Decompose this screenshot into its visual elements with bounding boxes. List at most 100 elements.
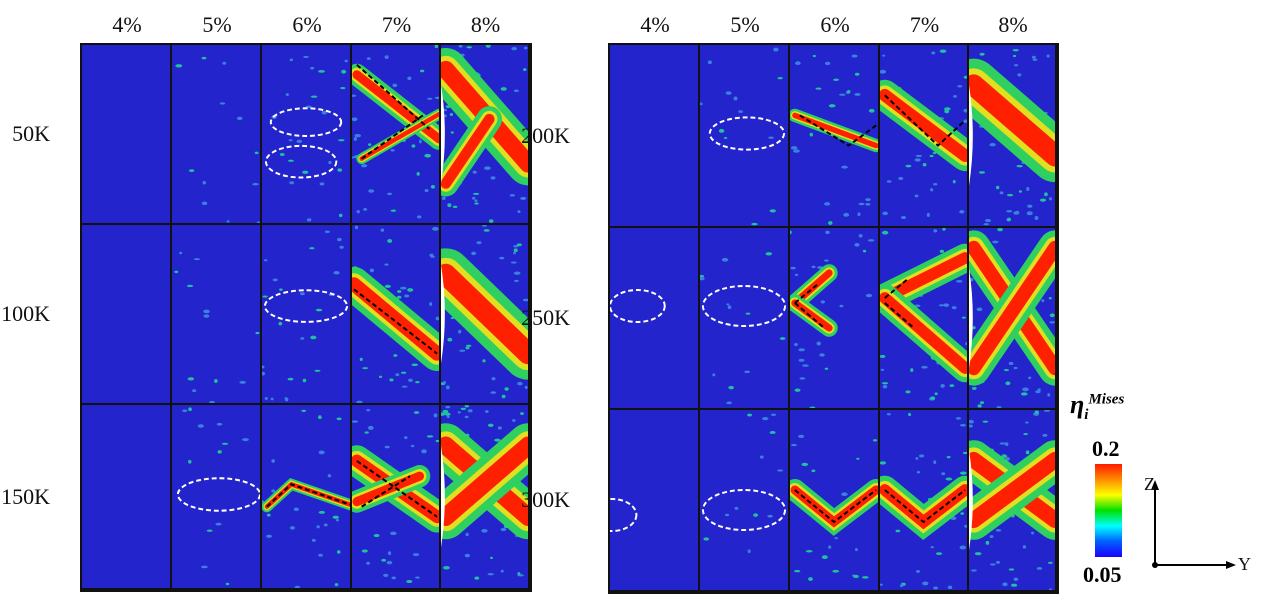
stress-speckle [368,143,372,147]
stress-speckle [1006,209,1013,213]
stress-speckle [931,51,936,55]
stress-speckle [1048,561,1053,564]
stress-speckle [353,137,357,141]
stress-speckle [446,415,450,419]
stress-map-panel [880,228,967,408]
stress-speckle [974,552,982,556]
stress-speckle [318,510,326,514]
stress-speckle [287,377,294,381]
stress-speckle [725,91,732,95]
stress-speckle [1036,567,1043,570]
stress-speckle [1034,216,1039,221]
stress-speckle [429,302,433,306]
stress-speckle [175,64,183,68]
stress-speckle [445,405,451,409]
stress-speckle [802,364,809,367]
stress-map-panel [352,225,439,403]
strain-label: 5% [202,12,232,37]
stress-speckle [324,230,330,234]
strain-label: 6% [820,12,850,37]
stress-speckle [1026,211,1033,216]
stress-speckle [915,569,921,573]
stress-speckle [520,196,527,200]
stress-speckle [352,117,358,122]
shear-band-guide-line [794,302,825,329]
stress-speckle [905,164,912,168]
stress-speckle [727,305,732,310]
stress-speckle [1012,49,1019,52]
stress-speckle [442,409,449,414]
crack-opening [441,445,445,548]
stress-speckle [1023,433,1028,436]
shear-band-guide-line [266,483,350,508]
stress-speckle [407,76,412,81]
stress-speckle [961,316,966,319]
stress-map-panel [790,228,878,408]
stress-speckle [759,455,764,459]
stress-speckle [433,413,438,418]
stress-speckle [949,384,955,387]
stress-speckle [999,442,1006,445]
stress-map-panel [352,45,439,223]
stress-map-panel [880,45,967,226]
strain-label: 4% [640,12,670,37]
right-figure [608,43,1059,594]
stress-speckle [795,61,801,66]
stress-speckle [501,394,506,399]
stress-speckle [341,69,347,74]
stress-speckle [1013,366,1018,370]
stress-speckle [386,560,393,565]
shear-band-guide-line [353,288,438,355]
stress-speckle [1013,211,1019,215]
highlight-ellipse [263,289,349,323]
crack-opening [441,264,445,364]
stress-speckle [202,181,207,185]
crack-opening [969,85,973,186]
stress-speckle [744,370,750,374]
stress-speckle [811,469,816,473]
stress-speckle [214,378,218,383]
stress-speckle [970,569,977,572]
stress-speckle [288,139,293,142]
stress-speckle [524,385,528,389]
shear-band [441,113,495,189]
stress-map-panel [262,225,350,403]
stress-speckle [1020,392,1028,396]
stress-speckle [700,276,705,281]
stress-speckle [337,168,343,172]
stress-speckle [517,572,521,576]
stress-speckle [522,298,528,302]
stress-speckle [930,546,934,549]
stress-speckle [943,303,950,307]
stress-speckle [918,454,925,458]
stress-speckle [1044,192,1048,197]
stress-speckle [933,229,938,233]
stress-speckle [215,522,222,526]
stress-speckle [465,346,470,350]
stress-speckle [449,113,454,116]
stress-speckle [964,524,967,528]
stress-speckle [500,569,504,573]
stress-speckle [957,85,963,88]
stress-speckle [914,158,921,162]
stress-speckle [511,47,517,51]
stress-speckle [327,474,332,478]
stress-speckle [839,304,844,308]
stress-speckle [951,306,957,310]
stress-map-panel [969,228,1055,408]
stress-speckle [997,228,1003,232]
stress-speckle [337,237,342,242]
stress-speckle [747,549,751,554]
stress-speckle [828,104,836,108]
stress-speckle [1047,393,1051,397]
stress-speckle [289,181,295,185]
stress-speckle [1048,588,1053,590]
stress-speckle [412,553,420,557]
stress-speckle [945,477,953,481]
stress-speckle [516,243,522,247]
stress-speckle [434,45,439,49]
stress-speckle [483,229,490,232]
stress-speckle [321,110,327,115]
stress-speckle [880,69,887,74]
stress-speckle [430,255,435,258]
